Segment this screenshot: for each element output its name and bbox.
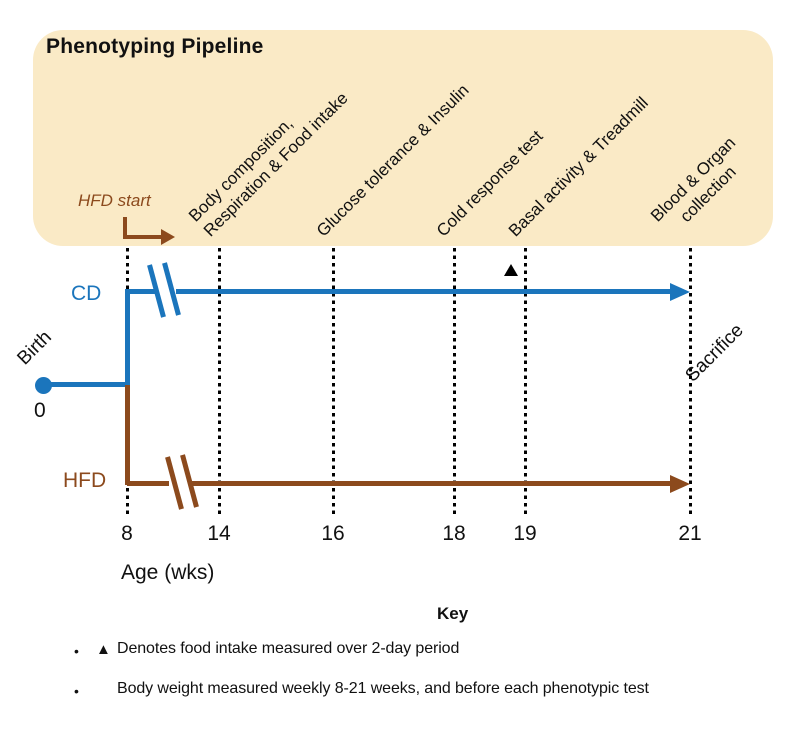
key-heading: Key xyxy=(437,604,469,623)
food-intake-marker-icon xyxy=(504,264,518,276)
hfd-branch-vertical xyxy=(125,385,130,485)
cd-line-segment-right xyxy=(176,289,672,294)
cd-arrowhead-icon xyxy=(670,283,690,301)
key-bullet-icon: • xyxy=(74,643,79,659)
key-bullet-icon: • xyxy=(74,683,79,699)
pipeline-panel xyxy=(33,30,773,246)
axis-tick-14: 14 xyxy=(207,522,231,545)
key-item-text: Body weight measured weekly 8-21 weeks, … xyxy=(117,680,649,697)
axis-label: Age (wks) xyxy=(121,561,215,584)
cd-group-label: CD xyxy=(71,282,102,305)
hfd-line-segment-right xyxy=(190,481,672,486)
axis-tick-16: 16 xyxy=(321,522,345,545)
hfd-line-segment-left xyxy=(127,481,169,486)
hfd-arrowhead-icon xyxy=(670,475,690,493)
hfd-start-label: HFD start xyxy=(78,191,151,210)
diagram-title: Phenotyping Pipeline xyxy=(46,35,264,58)
axis-tick-19: 19 xyxy=(513,522,537,545)
key-triangle-icon: ▲ xyxy=(96,641,111,658)
hfd-start-arrow-horizontal xyxy=(123,235,161,239)
axis-tick-21: 21 xyxy=(678,522,702,545)
week-gridline-19 xyxy=(524,248,527,518)
birth-line xyxy=(43,382,130,387)
week-gridline-16 xyxy=(332,248,335,518)
birth-week-label: 0 xyxy=(34,399,46,422)
key-item-text: Denotes food intake measured over 2-day … xyxy=(117,640,460,657)
cd-branch-vertical xyxy=(125,289,130,387)
axis-tick-8: 8 xyxy=(121,522,133,545)
week-gridline-21 xyxy=(689,248,692,518)
hfd-group-label: HFD xyxy=(63,469,107,492)
hfd-start-arrowhead-icon xyxy=(161,229,175,245)
week-gridline-14 xyxy=(218,248,221,518)
axis-tick-18: 18 xyxy=(442,522,466,545)
birth-label: Birth xyxy=(13,326,56,370)
cd-line-segment-left xyxy=(127,289,156,294)
hfd-start-arrow-vertical xyxy=(123,217,127,239)
week-gridline-18 xyxy=(453,248,456,518)
